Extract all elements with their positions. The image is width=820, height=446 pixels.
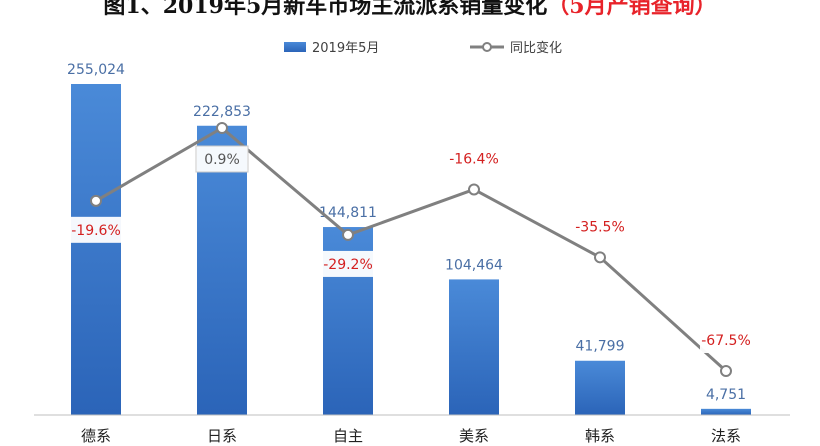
x-tick-label: 日系: [207, 427, 237, 445]
bar-value-label: 4,751: [706, 387, 746, 403]
bar-6: [701, 408, 751, 415]
bar-value-label: 255,024: [67, 62, 125, 78]
chart-title-suffix: （5月产销查询）: [547, 0, 716, 19]
x-tick-label: 法系: [711, 427, 741, 445]
line-path: [95, 126, 728, 373]
percent-label: -16.4%: [449, 151, 499, 167]
percent-label-box: [195, 145, 249, 173]
bar-2: [197, 125, 247, 416]
percent-label: -67.5%: [701, 333, 751, 349]
percent-label-box: [574, 213, 626, 240]
legend-bar-swatch: [284, 42, 306, 52]
x-axis-labels: 德系 日系 自主 美系 韩系 法系: [81, 427, 741, 445]
line-point-1: [90, 194, 102, 207]
line-point-6: [720, 365, 732, 377]
line-point-4: [468, 183, 480, 196]
percent-label-box: [448, 145, 500, 172]
x-tick-label: 美系: [459, 427, 489, 445]
percent-label: 0.9%: [204, 152, 240, 168]
line-point-5: [594, 251, 606, 264]
legend-bar-label: 2019年5月: [312, 41, 379, 56]
bar-value-label: 104,464: [445, 257, 503, 273]
percent-label: -19.6%: [71, 223, 121, 239]
percent-label-box: [70, 216, 122, 243]
line-point-2: [216, 122, 228, 134]
x-tick-label: 韩系: [585, 427, 615, 445]
x-tick-label: 自主: [333, 427, 363, 445]
bar-1: [71, 84, 121, 415]
percent-label: -29.2%: [323, 257, 373, 273]
bar-value-label: 41,799: [576, 339, 625, 355]
percent-label-box: [700, 327, 752, 353]
bar-value-label: 144,811: [319, 205, 377, 221]
legend: 2019年5月 同比变化: [284, 40, 562, 56]
percent-labels: -19.6% 0.9% -29.2% -16.4% -35.5% -67.5%: [70, 145, 752, 353]
percent-label: -35.5%: [575, 219, 625, 235]
chart-title: 图1、2019年5月新车市场主流派系销量变化（5月产销查询）: [103, 0, 716, 19]
legend-line-label: 同比变化: [510, 40, 562, 56]
legend-line-marker: [482, 42, 492, 52]
x-tick-label: 德系: [81, 427, 111, 445]
bar-5: [575, 360, 625, 415]
bar-4: [449, 279, 499, 415]
percent-label-box: [322, 250, 374, 277]
line-point-3: [342, 228, 354, 241]
line-series: [90, 122, 732, 377]
bar-series: 255,024 222,853 144,811 104,464 41,799 4,751: [67, 62, 751, 416]
bar-value-label: 222,853: [193, 104, 251, 120]
chart-title-main: 图1、2019年5月新车市场主流派系销量变化: [103, 0, 547, 19]
